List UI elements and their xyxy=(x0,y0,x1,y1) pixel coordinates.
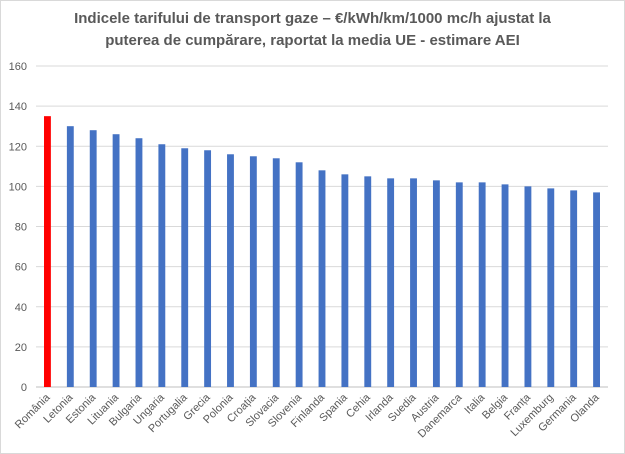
bar xyxy=(547,188,555,387)
bar xyxy=(89,130,97,387)
bar xyxy=(410,178,417,387)
bar xyxy=(204,150,212,387)
bar xyxy=(181,148,189,387)
y-tick-label: 120 xyxy=(9,141,27,153)
y-tick-label: 40 xyxy=(15,302,27,314)
bar xyxy=(364,176,372,387)
bar xyxy=(135,138,143,387)
y-tick-label: 160 xyxy=(9,61,27,73)
bar xyxy=(478,182,486,387)
bar xyxy=(318,170,326,387)
y-tick-label: 80 xyxy=(15,222,27,234)
bar xyxy=(158,144,166,387)
y-tick-label: 140 xyxy=(9,101,27,113)
y-tick-label: 60 xyxy=(15,262,27,274)
bar xyxy=(524,186,532,387)
y-tick-label: 0 xyxy=(21,382,27,394)
bar xyxy=(593,192,600,387)
bar xyxy=(455,182,463,387)
bar xyxy=(570,190,578,387)
bar xyxy=(432,180,440,387)
bar xyxy=(112,134,120,387)
chart-title: Indicele tarifului de transport gaze – €… xyxy=(40,8,585,52)
bar xyxy=(249,156,257,387)
bar xyxy=(44,116,51,387)
bar xyxy=(341,174,349,387)
bar xyxy=(227,154,234,387)
bar xyxy=(387,178,395,387)
chart-title-line-1: Indicele tarifului de transport gaze – €… xyxy=(74,10,551,27)
bar xyxy=(295,162,303,387)
bar xyxy=(66,126,74,387)
y-tick-label: 100 xyxy=(9,181,27,193)
chart-title-line-2: puterea de cumpărare, raportat la media … xyxy=(105,32,520,49)
bar xyxy=(272,158,280,387)
y-tick-label: 20 xyxy=(15,342,27,354)
bar xyxy=(501,184,509,387)
